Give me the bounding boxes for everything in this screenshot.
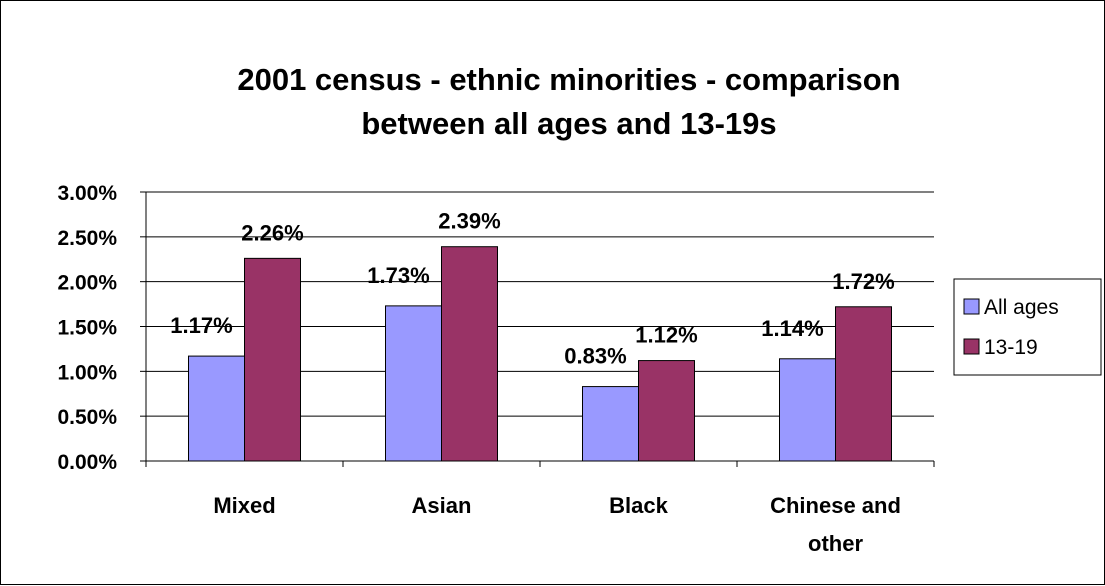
legend-label-0: All ages — [984, 296, 1059, 319]
data-labels: 1.17% 2.26% 1.73% 2.39% 0.83% 1.12% 1.14% 1.72% — [170, 209, 894, 369]
category-label-2: Black — [609, 493, 668, 518]
y-tick-label-0: 0.00% — [57, 451, 117, 474]
chart-title-line-1: 2001 census - ethnic minorities - compar… — [237, 62, 900, 97]
bar-all-ages-0 — [188, 355, 245, 462]
y-tick-label-6: 3.00% — [57, 182, 117, 205]
chart-title: 2001 census - ethnic minorities - compar… — [237, 62, 900, 141]
legend-swatch-1 — [963, 338, 980, 355]
y-tick-labels: 0.00% 0.50% 1.00% 1.50% 2.00% 2.50% 3.00% — [57, 182, 117, 474]
y-tick-label-5: 2.50% — [57, 227, 117, 250]
data-label: 0.83% — [564, 344, 626, 369]
y-tick-label-3: 1.50% — [57, 317, 117, 340]
category-label-3: Chinese and — [770, 493, 901, 518]
y-tick-label-2: 1.00% — [57, 361, 117, 384]
category-label-1: Asian — [412, 493, 472, 518]
bar-13-19-3 — [835, 306, 892, 462]
legend-label-1: 13-19 — [984, 336, 1038, 359]
legend-box — [953, 278, 1102, 376]
bar-all-ages-1 — [385, 305, 442, 462]
data-label: 1.72% — [832, 269, 894, 294]
bar-13-19-1 — [441, 246, 498, 462]
data-label: 1.14% — [761, 316, 823, 341]
chart-title-line-2: between all ages and 13-19s — [361, 106, 776, 141]
axes — [140, 191, 935, 467]
bars — [188, 246, 892, 462]
y-tick-label-4: 2.00% — [57, 272, 117, 295]
bar-13-19-2 — [638, 360, 695, 462]
data-label: 1.73% — [367, 263, 429, 288]
category-label-0: Mixed — [213, 493, 275, 518]
data-label: 2.39% — [438, 209, 500, 234]
legend: All ages 13-19 — [953, 278, 1102, 376]
y-tick-label-1: 0.50% — [57, 406, 117, 429]
data-label: 1.12% — [635, 323, 697, 348]
bar-all-ages-2 — [582, 386, 639, 462]
data-label: 1.17% — [170, 313, 232, 338]
category-labels: Mixed Asian Black Chinese and other — [213, 493, 901, 556]
category-label-3: other — [808, 531, 863, 556]
data-label: 2.26% — [241, 220, 303, 245]
legend-swatch-0 — [963, 298, 980, 315]
bar-13-19-0 — [244, 257, 301, 462]
bar-all-ages-3 — [779, 358, 836, 462]
